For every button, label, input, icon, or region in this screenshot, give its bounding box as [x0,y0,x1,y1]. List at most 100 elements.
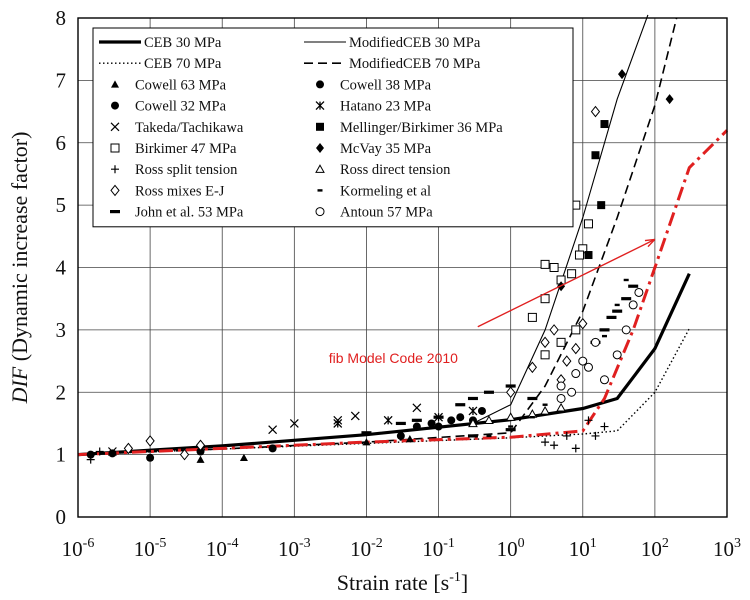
data-point [600,422,609,431]
data-point [550,441,559,450]
legend-item: Ross split tension [111,162,238,178]
x-tick-label: 10-2 [350,536,383,561]
data-point [583,219,593,229]
data-point [540,259,550,269]
x-tick-label: 10-3 [278,536,311,561]
legend: CEB 30 MPa ModifiedCEB 30 MPa CEB 70 MPa Mo… [92,27,574,228]
data-point [567,269,577,279]
legend-marker [110,143,120,153]
data-point [634,287,644,297]
legend-label: Cowell 32 MPa [135,99,227,115]
data-point [601,334,607,338]
legend-label: Cowell 63 MPa [135,77,227,93]
data-point [556,337,566,347]
legend-item: Takeda/Tachikawa [110,120,244,136]
legend-item: Cowell 63 MPa [111,77,227,93]
data-point [578,356,588,366]
legend-label: Cowell 38 MPa [340,77,432,93]
data-point [590,337,600,347]
data-point [571,342,581,355]
plot-frame [77,17,728,518]
data-point [427,419,436,428]
data-point [508,425,514,428]
data-point [571,444,580,453]
series-mcvay-35-mpa [557,69,674,292]
y-tick-label: 3 [56,318,67,342]
data-point [549,263,559,272]
legend-label: Birkimer 47 MPa [135,141,237,157]
data-point [467,396,478,401]
legend-label: Kormeling et al [340,183,431,199]
legend-label: Ross mixes E-J [135,183,225,199]
series-takeda-tachikawa [107,403,422,456]
y-tick-label: 8 [56,6,67,30]
data-point [505,384,516,388]
data-point [455,403,466,407]
legend-marker [317,189,323,192]
legend-item: Cowell 38 MPa [316,77,432,93]
legend-item: Ross direct tension [315,162,451,178]
data-point [405,435,414,443]
legend-item: CEB 70 MPa [99,56,222,72]
curve-modifiedceb-30-mpa [77,14,649,456]
data-point [467,434,478,438]
data-point [350,411,360,421]
data-point [571,325,581,335]
y-tick-label: 6 [56,131,67,155]
legend-marker [111,165,119,174]
data-point [529,416,535,419]
data-point [268,425,278,435]
annotations: fib Model Code 2010 [329,238,656,366]
data-point [584,416,593,425]
data-point [396,431,405,440]
data-point [540,336,550,349]
legend-label: Ross split tension [135,162,238,178]
legend-item: ModifiedCEB 70 MPa [304,56,481,72]
y-tick-label: 5 [56,193,67,217]
data-point [468,406,478,416]
data-point [456,413,465,422]
data-point [468,418,478,428]
data-point [540,405,550,415]
data-point [584,251,593,260]
data-point [574,250,584,260]
legend-marker [111,101,119,110]
legend-item: Antoun 57 MPa [315,205,433,221]
x-tick-label: 10-4 [206,536,239,561]
legend-marker [110,210,120,214]
series-cowell-63-mpa [196,435,414,463]
data-point [411,418,422,422]
legend-marker [315,207,325,217]
data-point [108,449,117,458]
data-point [541,438,550,447]
series-antoun-57-mpa [556,287,644,403]
series-hatano-23-mpa [333,406,478,428]
series-cowell-38-mpa [412,406,486,431]
data-points [86,69,674,464]
data-point [599,375,609,385]
data-point [383,415,393,425]
data-point [196,455,205,463]
tick-labels: 10-6 10-5 10-4 10-3 10-2 10-1 100 101 102 103 0 1 2 3… [56,6,742,561]
data-point [527,396,538,401]
data-point [86,455,95,464]
data-point [540,350,550,360]
data-point [591,431,600,440]
legend-item: McVay 35 MPa [316,141,432,157]
data-point [571,369,581,379]
data-point [447,416,456,425]
x-axis-title: Strain rate [s-1] [337,570,468,595]
legend-box [92,27,574,228]
data-point [556,381,566,391]
data-point [361,431,372,435]
data-point [395,421,406,426]
data-point [95,447,104,456]
legend-marker [315,101,325,111]
x-tick-label: 101 [569,536,597,561]
data-point [505,412,516,421]
series-ross-direct-tension [468,402,566,428]
data-point [527,312,537,322]
legend-marker [315,164,325,173]
data-point [362,438,371,446]
data-point [434,412,444,422]
